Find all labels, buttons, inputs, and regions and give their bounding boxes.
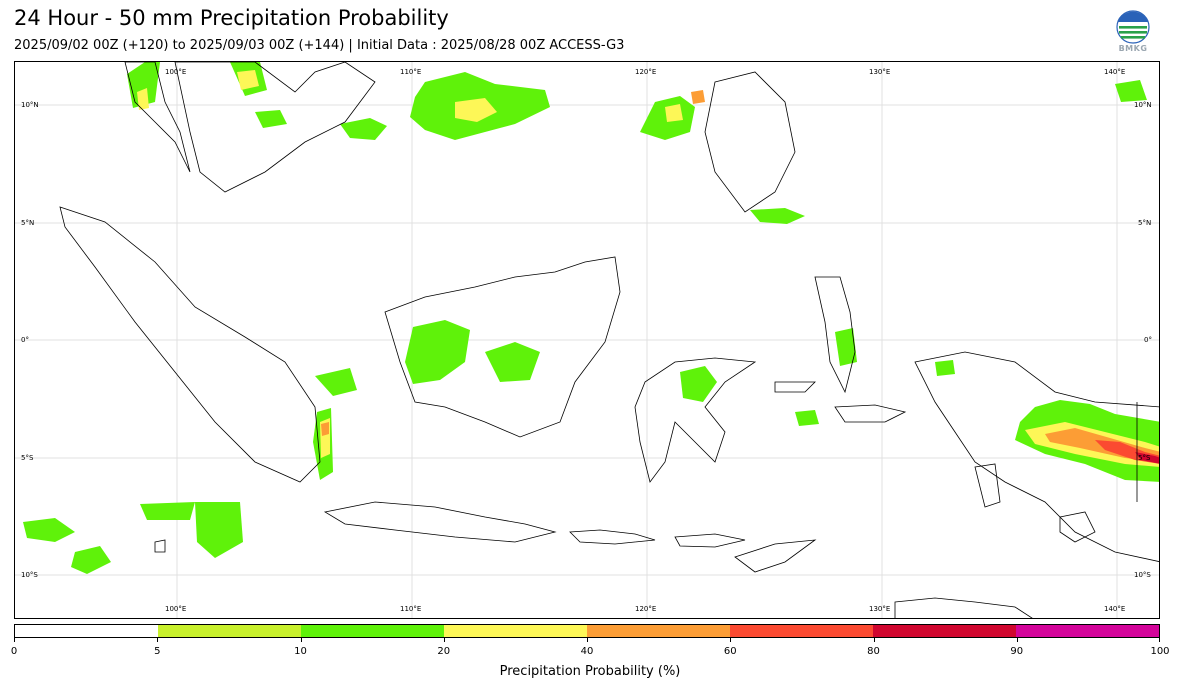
colorbar-segment xyxy=(1016,625,1159,637)
lon-label-bottom-130: 130°E xyxy=(869,605,891,613)
lat-label-left-0: 0° xyxy=(21,336,29,344)
lat-label-right-5s: 5°S xyxy=(1138,454,1151,462)
colorbar-segment xyxy=(158,625,301,637)
colorbar-tick-mark xyxy=(873,638,875,642)
colorbar-tick-mark xyxy=(443,638,445,642)
lon-label-bottom-110: 110°E xyxy=(400,605,422,613)
lon-label-top-140: 140°E xyxy=(1104,68,1126,76)
colorbar-tick-mark xyxy=(587,638,588,642)
lon-label-top-110: 110°E xyxy=(400,68,422,76)
colorbar-tick-mark xyxy=(14,638,15,642)
coastlines xyxy=(59,62,1159,618)
colorbar-segment xyxy=(444,625,587,637)
lat-label-left-5n: 5°N xyxy=(21,219,35,227)
lat-label-left-5s: 5°S xyxy=(21,454,34,462)
lon-label-bottom-120: 120°E xyxy=(635,605,657,613)
colorbar-segment xyxy=(301,625,444,637)
colorbar-tick-mark xyxy=(1159,638,1160,642)
lon-label-top-120: 120°E xyxy=(635,68,657,76)
precipitation-regions xyxy=(23,62,1159,574)
lon-label-bottom-100: 100°E xyxy=(165,605,187,613)
colorbar-label: Precipitation Probability (%) xyxy=(499,664,681,679)
lon-label-bottom-140: 140°E xyxy=(1104,605,1126,613)
colorbar-tick-mark xyxy=(157,638,159,642)
colorbar-tick-mark xyxy=(1016,638,1018,642)
prob-40-60-regions xyxy=(321,90,1159,462)
colorbar-tick-label: 40 xyxy=(580,646,594,657)
colorbar-tick-label: 60 xyxy=(723,646,737,657)
colorbar-tick-label: 100 xyxy=(1150,646,1170,657)
colorbar-tick-label: 90 xyxy=(1010,646,1024,657)
colorbar-tick-label: 0 xyxy=(10,646,18,657)
colorbar-tick-label: 80 xyxy=(867,646,880,657)
lat-label-left-10s: 10°S xyxy=(21,571,38,579)
colorbar-tick-mark xyxy=(730,638,732,642)
colorbar-tick-label: 5 xyxy=(154,646,161,657)
lat-label-right-10n: 10°N xyxy=(1134,101,1152,109)
lat-label-right-5n: 5°N xyxy=(1138,219,1152,227)
colorbar xyxy=(14,624,1160,638)
lat-label-left-10n: 10°N xyxy=(21,101,39,109)
colorbar-tick-label: 10 xyxy=(294,646,307,657)
lon-label-top-100: 100°E xyxy=(165,68,187,76)
colorbar-segment xyxy=(730,625,873,637)
logo-text: BMKG xyxy=(1118,44,1148,53)
chart-title: 24 Hour - 50 mm Precipitation Probabilit… xyxy=(14,6,449,30)
colorbar-segment xyxy=(873,625,1016,637)
colorbar-tick-mark xyxy=(300,638,302,642)
prob-10-20-regions xyxy=(23,62,1159,574)
colorbar-segment xyxy=(15,625,158,637)
colorbar-segment xyxy=(587,625,730,637)
map-panel: 100°E 110°E 120°E 130°E 140°E 100°E 110°… xyxy=(14,61,1160,619)
lon-label-top-130: 130°E xyxy=(869,68,891,76)
map-canvas xyxy=(15,62,1159,618)
lat-label-right-10s: 10°S xyxy=(1134,571,1151,579)
lat-label-right-0: 0° xyxy=(1144,336,1152,344)
prob-80-90-regions xyxy=(1135,452,1159,464)
graticule xyxy=(15,62,1159,618)
bmkg-logo-icon xyxy=(1116,10,1150,44)
colorbar-tick-label: 20 xyxy=(437,646,451,657)
chart-subtitle: 2025/09/02 00Z (+120) to 2025/09/03 00Z … xyxy=(14,38,625,53)
